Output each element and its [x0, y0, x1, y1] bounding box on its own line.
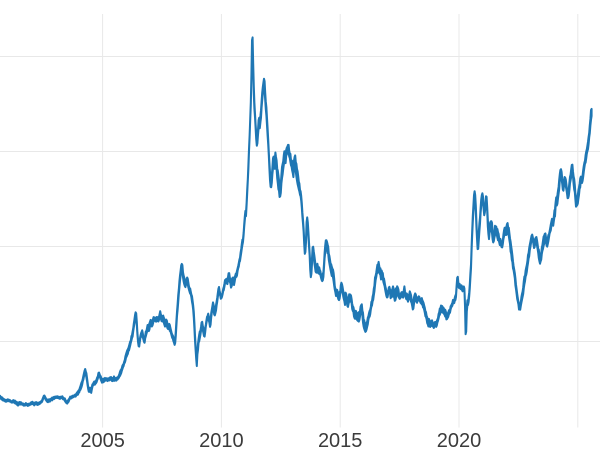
svg-text:2005: 2005 [80, 430, 125, 450]
svg-text:2015: 2015 [318, 430, 363, 450]
svg-text:2010: 2010 [199, 430, 244, 450]
svg-text:2020: 2020 [437, 430, 482, 450]
